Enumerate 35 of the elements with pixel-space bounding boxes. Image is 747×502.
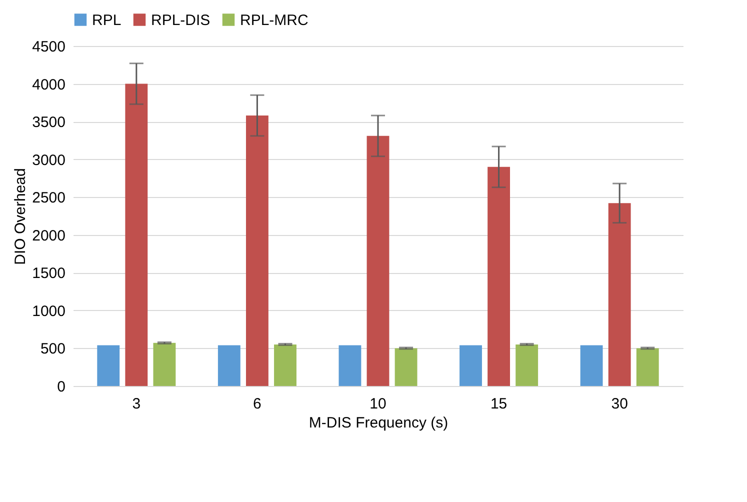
y-axis-title: DIO Overhead [12,168,30,265]
x-tick-label: 6 [253,396,262,412]
bar [97,345,120,386]
y-tick-label: 2500 [32,190,66,207]
legend-label: RPL [92,12,122,29]
bar [246,116,268,386]
legend-label: RPL-MRC [240,12,308,29]
bar [274,344,296,386]
y-tick-label: 1000 [32,302,66,320]
bar [488,166,510,386]
x-axis-title: M-DIS Frequency (s) [308,414,448,432]
bar [125,84,148,386]
y-tick-label: 500 [40,340,66,358]
bar [636,348,659,386]
x-tick-label: 3 [132,396,141,412]
bar [153,342,176,386]
bar [218,345,240,386]
bar [366,136,390,386]
y-tick-label: 0 [57,378,66,396]
bar [338,345,362,386]
bar [608,203,631,386]
x-tick-label: 15 [490,396,508,412]
y-tick-label: 3000 [32,152,66,169]
bar [460,345,482,386]
y-tick-label: 4500 [32,38,66,56]
bar [394,348,418,386]
bar [580,345,603,386]
y-tick-label: 3500 [32,114,66,132]
y-tick-label: 4000 [32,76,66,94]
legend-label: RPL-DIS [151,12,210,29]
bar [516,344,538,386]
x-tick-label: 10 [370,396,386,412]
y-tick-label: 1500 [32,265,66,282]
y-tick-label: 2000 [32,227,66,244]
x-tick-label: 30 [611,396,628,412]
